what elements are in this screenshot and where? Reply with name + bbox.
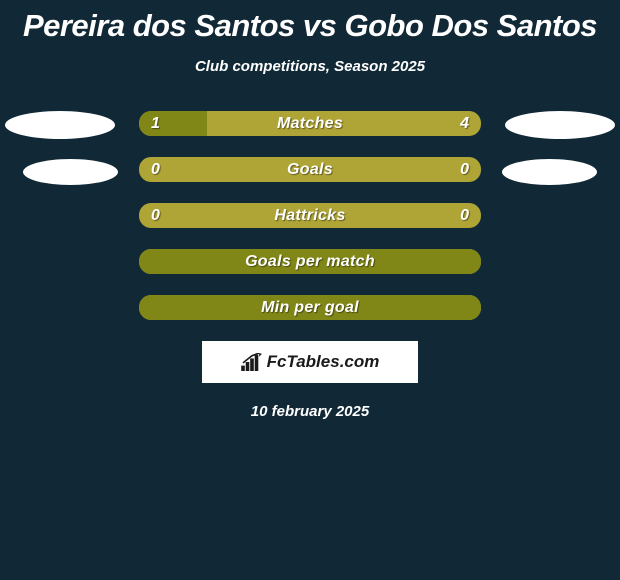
bar-label: Hattricks bbox=[139, 207, 481, 225]
team-right-avatar bbox=[502, 159, 597, 185]
team-left-avatar bbox=[23, 159, 118, 185]
bar-label: Matches bbox=[139, 115, 481, 133]
stat-bar: 14Matches bbox=[139, 111, 481, 136]
bars-container: 14Matches 00Goals 00Hattricks Goals per mat… bbox=[139, 111, 481, 320]
stat-bar: Goals per match bbox=[139, 249, 481, 274]
bar-label: Goals bbox=[139, 161, 481, 179]
bar-label: Goals per match bbox=[139, 253, 481, 271]
page-subtitle: Club competitions, Season 2025 bbox=[0, 58, 620, 75]
comparison-chart: 14Matches 00Goals 00Hattricks Goals per mat… bbox=[0, 111, 620, 320]
player-left-avatar bbox=[5, 111, 115, 139]
stat-bar: Min per goal bbox=[139, 295, 481, 320]
site-logo: FcTables.com bbox=[241, 352, 380, 372]
bar-label: Min per goal bbox=[139, 299, 481, 317]
chart-icon bbox=[241, 353, 263, 371]
logo-box: FcTables.com bbox=[202, 341, 418, 383]
page-title: Pereira dos Santos vs Gobo Dos Santos bbox=[0, 0, 620, 44]
stat-bar: 00Hattricks bbox=[139, 203, 481, 228]
date-label: 10 february 2025 bbox=[0, 403, 620, 420]
logo-text: FcTables.com bbox=[267, 352, 380, 372]
player-right-avatar bbox=[505, 111, 615, 139]
stat-bar: 00Goals bbox=[139, 157, 481, 182]
